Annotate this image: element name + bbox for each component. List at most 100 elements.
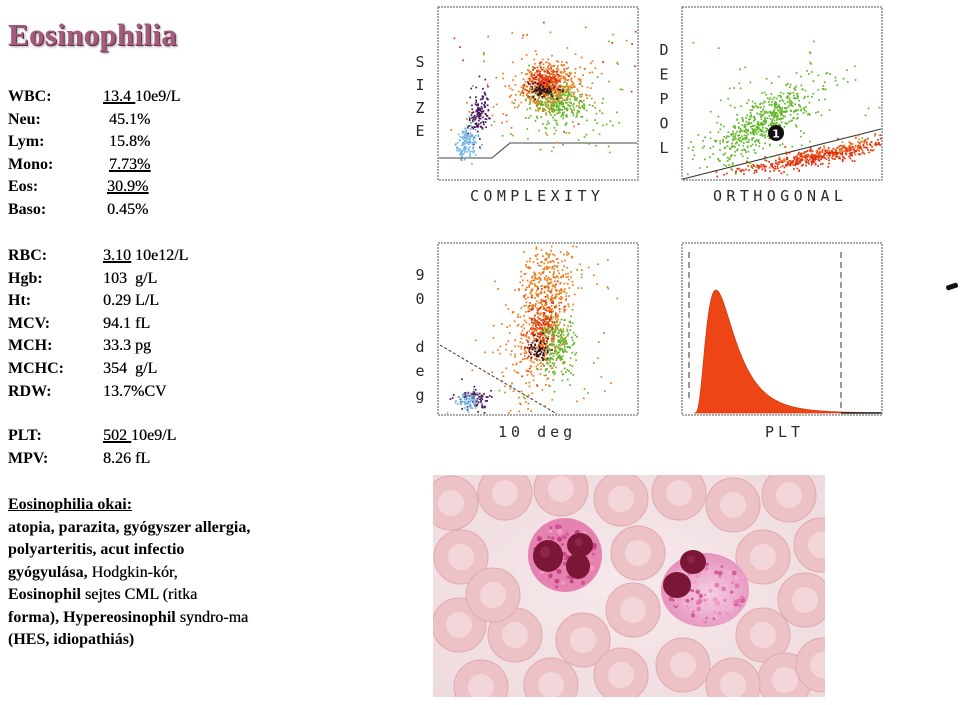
- scatter-point: [773, 106, 776, 109]
- scatter-point: [738, 122, 740, 124]
- scatter-point: [536, 76, 538, 78]
- scatter-point: [565, 83, 568, 86]
- lab-label: WBC:: [8, 88, 52, 105]
- scatter-point: [553, 390, 556, 393]
- scatter-point: [706, 166, 708, 168]
- scatter-point: [555, 80, 558, 83]
- scatter-point: [562, 338, 565, 340]
- scatter-point: [795, 125, 798, 128]
- scatter-point: [527, 296, 529, 299]
- scatter-point: [553, 364, 555, 367]
- scatter-point: [778, 156, 781, 159]
- scatter-point: [537, 322, 539, 325]
- scatter-point: [536, 101, 538, 103]
- scatter-point: [773, 122, 776, 125]
- scatter-point: [781, 160, 784, 162]
- scatter-point: [545, 320, 547, 323]
- scatter-point: [532, 375, 535, 377]
- scatter-point: [533, 87, 535, 90]
- scatter-point: [761, 133, 764, 136]
- scatter-point: [813, 154, 815, 157]
- scatter-point: [550, 78, 552, 81]
- scatter-point: [727, 140, 729, 143]
- scatter-point: [558, 107, 560, 110]
- scatter-point: [554, 109, 557, 112]
- scatter-point: [568, 94, 571, 96]
- scatter-point: [557, 341, 560, 343]
- scatter-point: [746, 157, 749, 159]
- scatter-point: [486, 396, 489, 398]
- scatter-point: [542, 63, 545, 66]
- scatter-point: [765, 127, 767, 129]
- scatter-point: [554, 325, 557, 327]
- scatter-point: [549, 112, 551, 114]
- scatter-point: [544, 328, 547, 331]
- scatter-point: [575, 115, 578, 117]
- scatter-point: [534, 78, 537, 80]
- scatter-point: [515, 94, 517, 96]
- scatter-point: [800, 108, 803, 111]
- scatter-point: [533, 97, 535, 100]
- scatter-point: [567, 95, 569, 98]
- scatter-point: [807, 113, 809, 116]
- scatter-point: [549, 282, 551, 285]
- scatter-point: [539, 331, 542, 333]
- scatter-point: [875, 141, 877, 144]
- scatter-point: [541, 339, 543, 342]
- scatter-point: [781, 107, 783, 109]
- scatter-point: [534, 344, 537, 346]
- scatter-point: [542, 359, 544, 361]
- scatter-point: [555, 106, 558, 109]
- scatter-point: [556, 266, 558, 268]
- scatter-point: [795, 93, 798, 96]
- scatter-point: [762, 108, 764, 111]
- scatter-point: [553, 80, 556, 83]
- scatter-point: [554, 89, 557, 92]
- scatter-point: [828, 162, 830, 165]
- scatter-point: [473, 120, 475, 123]
- scatter-point: [477, 115, 480, 118]
- scatter-point: [510, 384, 512, 387]
- scatter-point: [565, 342, 567, 345]
- scatter-point: [749, 115, 751, 118]
- scatter-point: [468, 116, 471, 118]
- scatter-point: [539, 65, 541, 67]
- scatter-point: [581, 106, 584, 109]
- scatter-point: [537, 93, 539, 96]
- scatter-point: [727, 135, 730, 138]
- scatter-point: [860, 141, 862, 143]
- scatter-point: [554, 264, 556, 267]
- scatter-point: [771, 114, 773, 117]
- scatter-point: [547, 323, 550, 325]
- scatter-point: [552, 260, 555, 263]
- scatter-point: [466, 101, 468, 104]
- eosinophil-granule: [550, 536, 555, 540]
- scatter-point: [533, 361, 535, 364]
- scatter-point: [545, 127, 548, 130]
- scatter-point: [730, 134, 733, 137]
- scatter-point: [562, 114, 565, 117]
- scatter-point: [612, 33, 615, 36]
- scatter-point: [795, 110, 797, 113]
- scatter-point: [463, 407, 466, 409]
- scatter-point: [540, 319, 543, 322]
- scatter-point: [565, 351, 568, 353]
- scatter-point: [543, 320, 546, 323]
- scatter-point: [533, 58, 535, 61]
- scatter-point: [801, 155, 803, 158]
- scatter-point: [566, 90, 568, 93]
- eosinophil-granule: [720, 565, 724, 568]
- scatter-point: [524, 272, 527, 275]
- scatter-point: [546, 105, 548, 108]
- scatter-point: [542, 358, 545, 361]
- scatter-point: [541, 80, 543, 82]
- scatter-point: [579, 107, 582, 109]
- scatter-point: [736, 114, 738, 116]
- scatter-point: [567, 92, 570, 95]
- scatter-point: [537, 82, 539, 84]
- scatter-point: [566, 108, 568, 111]
- scatter-point: [539, 342, 542, 345]
- scatter-point: [550, 296, 553, 298]
- scatter-point: [474, 129, 477, 131]
- scatter-point: [467, 394, 469, 396]
